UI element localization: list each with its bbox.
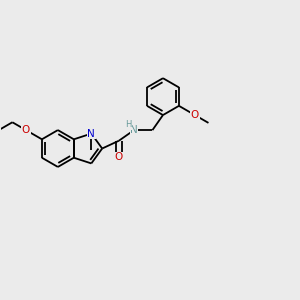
Text: O: O bbox=[115, 152, 123, 162]
Text: N: N bbox=[88, 129, 95, 139]
Text: O: O bbox=[22, 125, 30, 135]
Text: H: H bbox=[125, 120, 132, 129]
Text: N: N bbox=[130, 125, 138, 135]
Text: O: O bbox=[191, 110, 199, 120]
